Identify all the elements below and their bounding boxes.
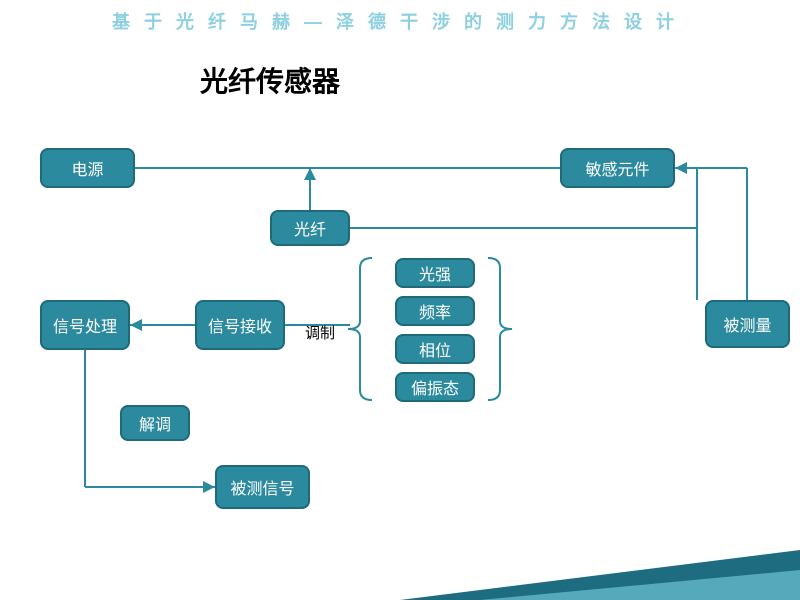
node-sigrecv: 信号接收 [195, 300, 285, 350]
node-fiber: 光纤 [270, 210, 350, 246]
node-intensity: 光强 [395, 258, 475, 288]
node-sigproc: 信号处理 [40, 300, 130, 350]
node-phase: 相位 [395, 334, 475, 364]
node-sensor: 敏感元件 [560, 148, 675, 188]
page-header: 基于光纤马赫—泽德干涉的测力方法设计 [0, 8, 800, 34]
node-measurand: 被测量 [705, 300, 790, 348]
decor-triangle-light [480, 570, 800, 600]
node-measured_sig: 被测信号 [215, 465, 310, 509]
node-demod: 解调 [120, 405, 190, 441]
modulate-label: 调制 [305, 322, 335, 343]
node-frequency: 频率 [395, 296, 475, 326]
node-power: 电源 [40, 148, 135, 188]
slide-title: 光纤传感器 [200, 60, 340, 100]
node-polar: 偏振态 [395, 372, 475, 402]
